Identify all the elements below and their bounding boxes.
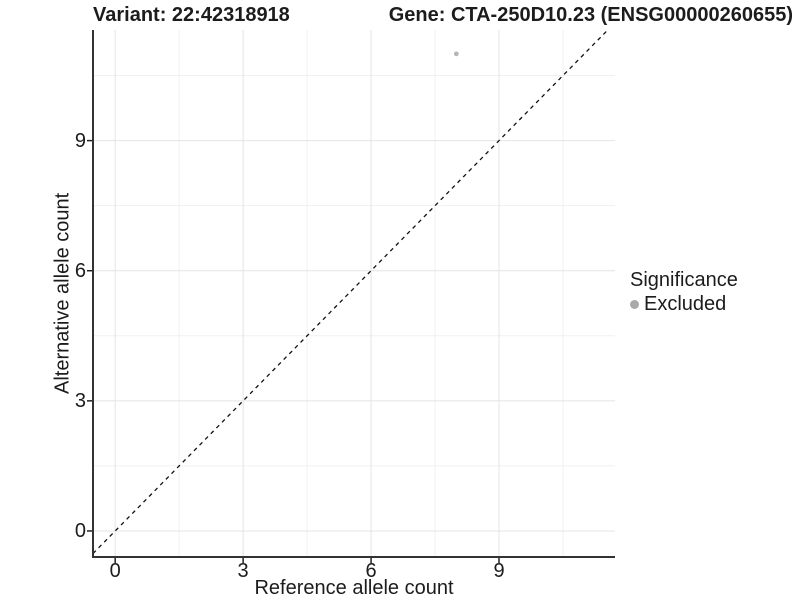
x-tick-label: 6 [365, 560, 377, 582]
legend-entry: Excluded [630, 292, 738, 316]
legend-entry-label: Excluded [644, 293, 727, 315]
y-tick-label: 0 [74, 519, 86, 542]
y-tick-label: 9 [74, 129, 86, 152]
plot-title-gene: Gene: CTA-250D10.23 (ENSG00000260655) [388, 4, 793, 26]
y-tick-label: 3 [74, 389, 86, 412]
identity-reference-line [92, 29, 609, 554]
legend: Significance Excluded [630, 268, 738, 316]
x-tick-label: 3 [237, 560, 249, 582]
legend-title: Significance [630, 269, 738, 291]
legend-entries: Excluded [630, 292, 738, 316]
legend-key-dot-icon [630, 299, 639, 309]
data-point [453, 51, 459, 57]
plot-title-variant: Variant: 22:42318918 [93, 4, 290, 26]
x-tick-label: 9 [493, 560, 505, 582]
y-tick-label: 6 [74, 259, 86, 282]
x-tick-label: 0 [109, 560, 121, 582]
x-axis-title: Reference allele count [254, 577, 454, 599]
